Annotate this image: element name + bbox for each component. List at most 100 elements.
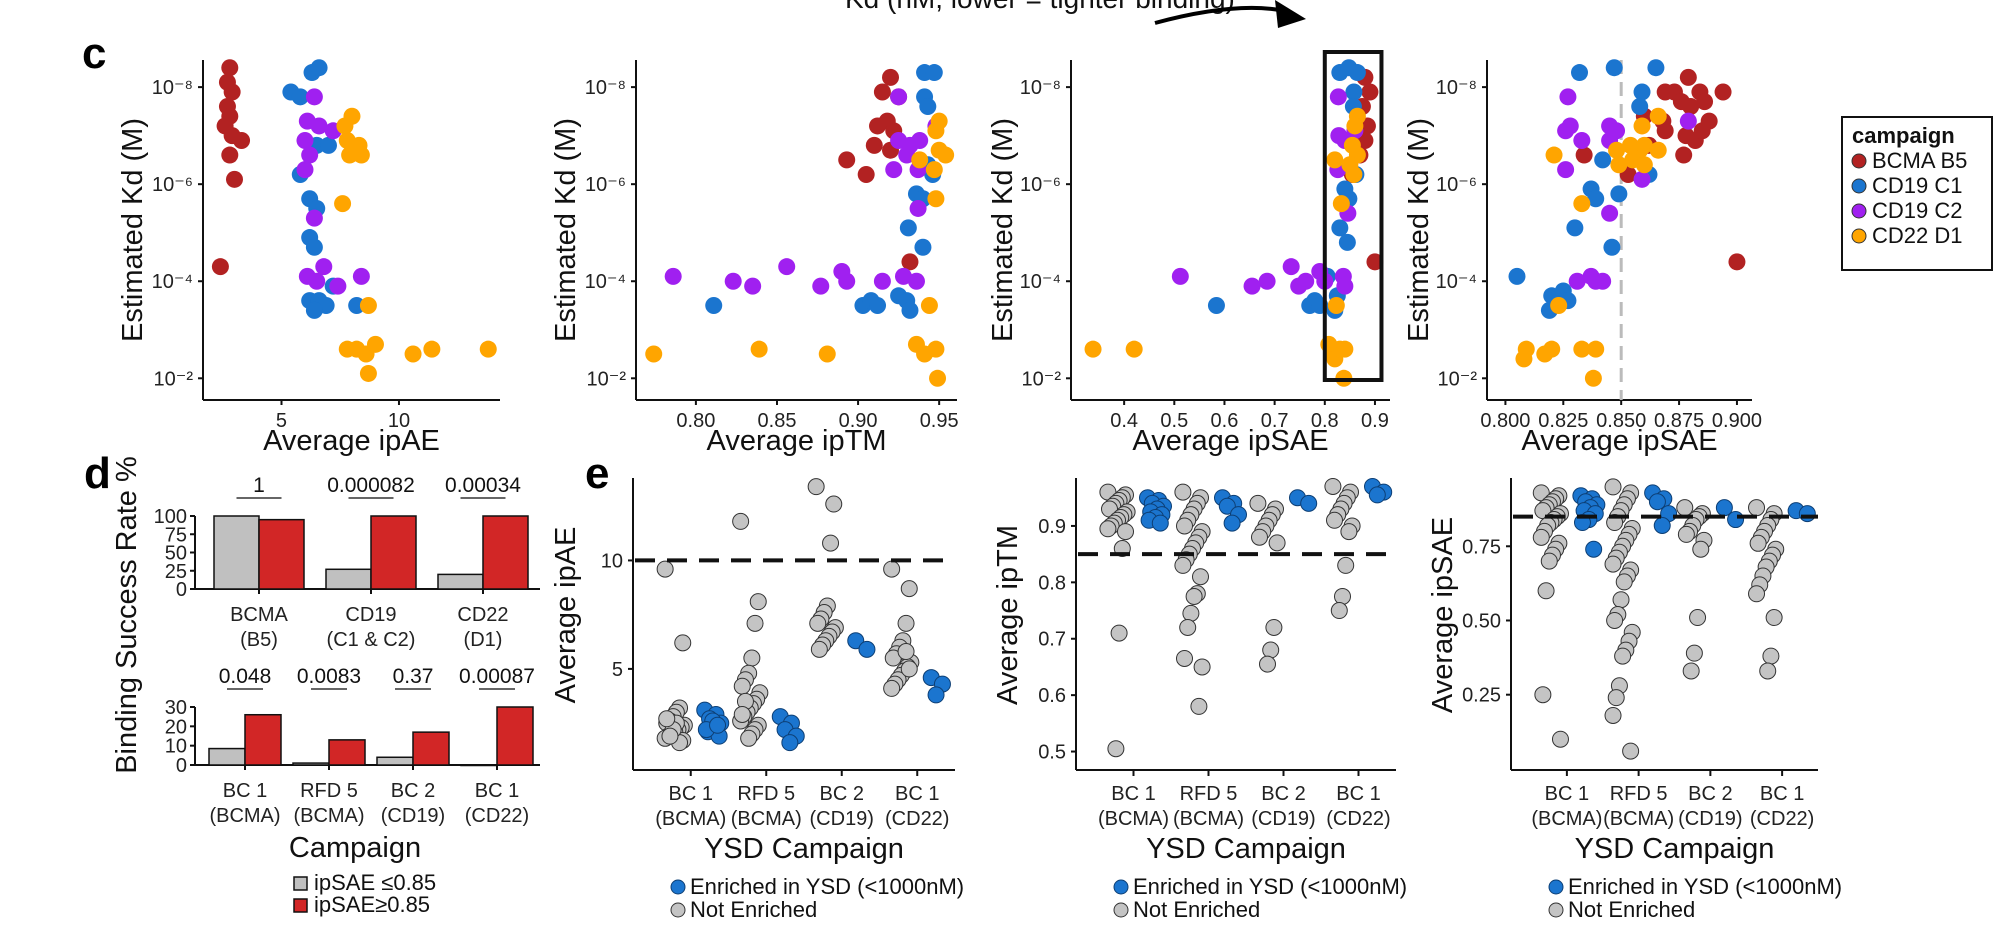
x-tick-label: RFD 5 xyxy=(1180,783,1238,805)
bar-high xyxy=(328,739,366,766)
data-point xyxy=(348,297,366,314)
y-tick-label: 10⁻⁴ xyxy=(1020,271,1061,293)
x-axis-title: YSD Campaign xyxy=(1575,833,1775,865)
data-point xyxy=(1656,122,1674,140)
data-point xyxy=(750,340,768,358)
bar-low xyxy=(376,756,414,766)
point-enriched xyxy=(1223,514,1241,532)
data-point xyxy=(1647,59,1665,77)
point-not-enriched xyxy=(1604,555,1622,573)
data-point xyxy=(1561,117,1579,135)
point-enriched xyxy=(1151,514,1169,532)
bar-high xyxy=(412,731,450,766)
point-enriched xyxy=(1798,505,1816,523)
y-tick-label: 10⁻⁸ xyxy=(585,77,626,99)
y-tick-label: 30 xyxy=(165,697,187,719)
chart-c-ipsae: 10⁻⁸ 10⁻⁶ 10⁻⁴ 10⁻² 0.4 0.5 0.6 0.7 0.8 0.9 Averag… xyxy=(987,50,1390,457)
data-point xyxy=(925,161,943,179)
x-tick-label: (CD19) xyxy=(810,808,874,830)
legend-item-enriched: Enriched in YSD (<1000nM) xyxy=(1133,874,1407,899)
data-point xyxy=(1605,59,1623,77)
point-not-enriched xyxy=(740,729,758,747)
y-tick-label: 0.8 xyxy=(1038,572,1066,594)
data-point xyxy=(812,277,830,295)
point-enriched xyxy=(1727,511,1745,529)
legend-item: CD22 D1 xyxy=(1872,223,1962,248)
legend-swatch-not-enriched xyxy=(670,902,686,918)
point-not-enriched xyxy=(743,649,761,667)
point-not-enriched xyxy=(1532,528,1550,546)
x-tick-label: BC 1 xyxy=(475,780,519,802)
x-tick-label: BC 2 xyxy=(1261,783,1305,805)
y-axis-title: Average ipSAE xyxy=(1427,517,1459,713)
point-not-enriched xyxy=(825,495,843,513)
x-tick-label: 0.85 xyxy=(758,410,797,432)
x-tick-label: 5 xyxy=(276,410,287,432)
data-point xyxy=(1728,253,1746,271)
data-point xyxy=(1608,141,1626,159)
x-axis-title: YSD Campaign xyxy=(704,833,904,865)
data-point xyxy=(907,272,925,290)
legend-swatch-not-enriched xyxy=(1113,902,1129,918)
data-point xyxy=(1601,204,1619,222)
point-not-enriched xyxy=(1117,523,1134,541)
data-point xyxy=(315,258,333,276)
point-not-enriched xyxy=(658,710,676,728)
data-point xyxy=(937,146,955,164)
point-not-enriched xyxy=(1179,618,1197,636)
data-point xyxy=(1336,340,1354,358)
x-tick-label: (CD22) xyxy=(885,808,949,830)
panel-label-d: d xyxy=(84,449,111,498)
data-point xyxy=(310,117,328,135)
x-tick-label: 0.90 xyxy=(839,410,878,432)
data-point xyxy=(305,209,323,227)
data-point xyxy=(1543,340,1561,358)
bar-high xyxy=(496,706,534,766)
data-point xyxy=(1573,132,1591,149)
data-point xyxy=(329,277,347,295)
point-not-enriched xyxy=(1249,494,1267,512)
data-point xyxy=(1336,277,1354,295)
x-tick-label: CD19 xyxy=(345,604,396,626)
data-point xyxy=(305,238,323,256)
x-tick-label: BC 1 xyxy=(669,783,713,805)
point-enriched xyxy=(709,716,727,734)
point-not-enriched xyxy=(1099,520,1117,538)
data-point xyxy=(1571,64,1589,82)
y-tick-label: 10⁻⁶ xyxy=(585,174,626,196)
x-tick-label: 0.825 xyxy=(1538,410,1588,432)
x-tick-label: 0.9 xyxy=(1361,410,1389,432)
x-tick-label: RFD 5 xyxy=(300,780,358,802)
data-point xyxy=(366,335,384,353)
point-enriched xyxy=(1653,516,1671,534)
data-point xyxy=(1297,272,1315,290)
data-point xyxy=(927,190,945,208)
x-tick-label: (CD19) xyxy=(1678,808,1742,830)
legend-title: campaign xyxy=(1852,123,1955,148)
data-point xyxy=(1282,258,1300,276)
data-point xyxy=(869,117,887,135)
point-enriched xyxy=(927,686,945,704)
legend-item-low: ipSAE ≤0.85 xyxy=(314,870,436,895)
y-tick-label: 10 xyxy=(601,550,623,572)
x-tick-label: CD22 xyxy=(457,604,508,626)
y-tick-label: 10⁻⁶ xyxy=(1020,174,1061,196)
data-point xyxy=(1171,267,1189,285)
data-point xyxy=(1587,340,1605,358)
point-not-enriched xyxy=(1759,662,1777,680)
point-not-enriched xyxy=(1534,686,1552,704)
data-point xyxy=(1345,165,1363,183)
x-tick-label: BC 1 xyxy=(895,783,939,805)
data-point xyxy=(1508,267,1526,285)
point-not-enriched xyxy=(1337,556,1355,574)
point-not-enriched xyxy=(656,560,674,578)
y-tick-label: 25 xyxy=(165,561,187,583)
point-not-enriched xyxy=(1185,587,1203,605)
point-not-enriched xyxy=(1176,649,1193,667)
x-axis-title: Average ipAE xyxy=(263,425,440,457)
data-point xyxy=(1649,107,1667,125)
legend-ipsae: ipSAE ≤0.85 ipSAE≥0.85 xyxy=(293,870,436,917)
legend-item-enriched: Enriched in YSD (<1000nM) xyxy=(1568,874,1842,899)
